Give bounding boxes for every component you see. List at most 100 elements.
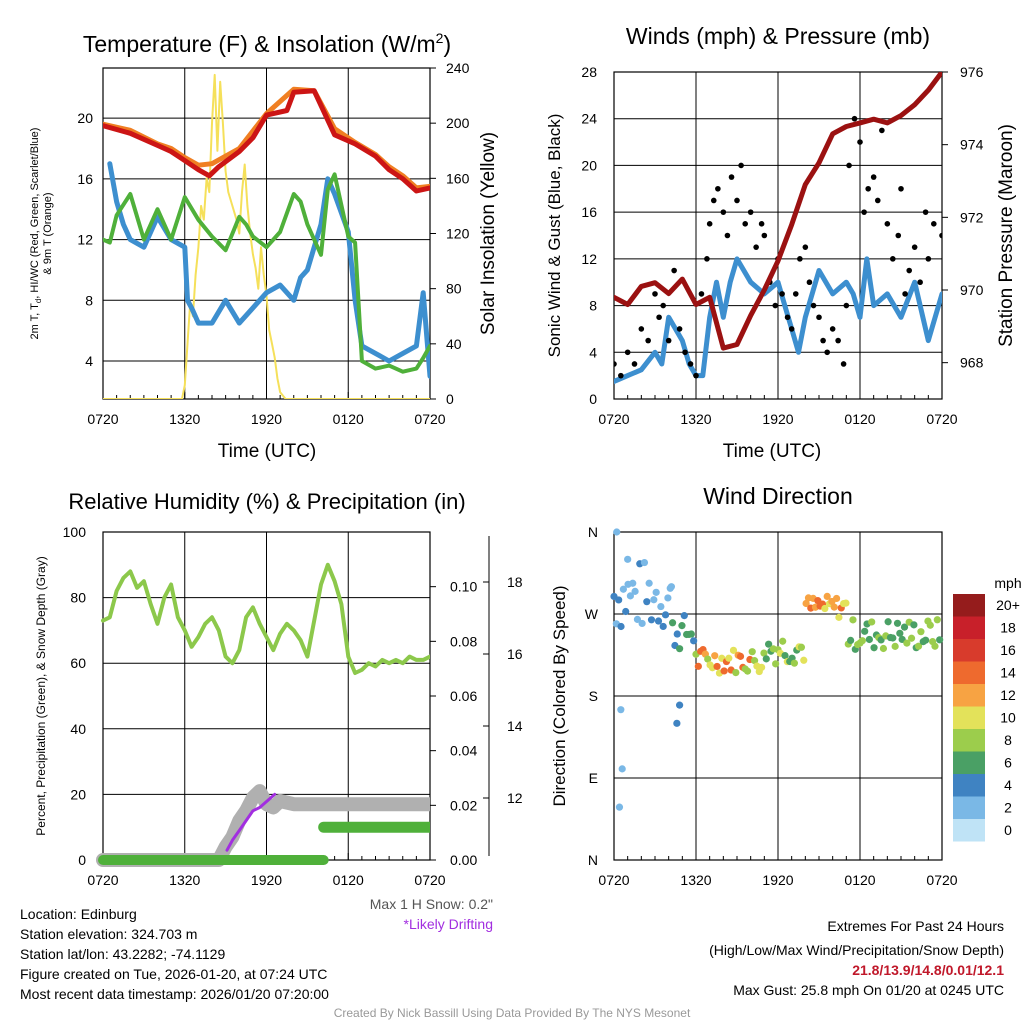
wind-gust-point — [939, 232, 942, 239]
dir-point — [891, 642, 899, 650]
max-gust: Max Gust: 25.8 mph On 01/20 at 0245 UTC — [733, 982, 1004, 998]
dir-legend-swatch — [953, 594, 985, 617]
dir-point — [800, 656, 808, 664]
dir-legend-label: 18 — [1000, 620, 1016, 636]
wind-gust-point — [925, 256, 932, 262]
wind-x-tick-label: 1920 — [762, 411, 793, 427]
dir-point — [933, 616, 941, 624]
dir-point — [668, 619, 677, 627]
wind-gust-point — [738, 162, 744, 169]
temp-x-tick-label: 0720 — [414, 411, 445, 427]
dir-point — [865, 635, 873, 644]
wind-gust-point — [857, 139, 863, 145]
dir-legend-label: 8 — [1004, 732, 1012, 748]
dir-point — [802, 599, 810, 608]
dir-point — [619, 585, 627, 593]
dir-legend-swatch — [953, 729, 985, 752]
dir-point — [713, 662, 721, 671]
temp-y2-tick-label: 240 — [446, 60, 470, 76]
dir-y-label: Direction (Colored By Speed) — [550, 585, 569, 806]
dir-point — [661, 611, 670, 619]
temp-series — [103, 73, 430, 399]
dir-legend-label: 2 — [1004, 800, 1012, 816]
wind-gust-point — [645, 337, 651, 344]
dir-point — [772, 660, 780, 668]
rh-y2-tick-label: 0.04 — [450, 743, 477, 759]
wind-gust-point — [884, 221, 891, 227]
dir-legend-label: 16 — [1000, 642, 1016, 658]
wind-gust-point — [906, 267, 912, 274]
wind-gust-point — [898, 185, 904, 192]
wind-gust-point — [676, 326, 683, 332]
dir-legend-label: 10 — [1000, 710, 1016, 726]
wind-gust-point — [724, 232, 731, 239]
temp-y-label-line1: 2m T, T — [29, 303, 41, 340]
dir-point — [900, 623, 909, 631]
wind-x-tick-label: 0720 — [598, 411, 629, 427]
wind-gust-point — [660, 302, 666, 309]
wind-gust-point — [931, 221, 937, 227]
station-elevation: Station elevation: 324.703 m — [20, 926, 198, 942]
wind-gust-point — [806, 279, 813, 286]
rh-plot: Relative Humidity (%) & Precipitation (i… — [34, 489, 523, 888]
dir-point — [907, 634, 916, 642]
dir-point — [781, 651, 789, 660]
extremes-subtitle: (High/Low/Max Wind/Precipitation/Snow De… — [709, 942, 1004, 958]
dir-point — [821, 604, 829, 613]
temp-hiwc-series-line — [107, 161, 430, 379]
credit-line: Created By Nick Bassill Using Data Provi… — [333, 1006, 691, 1020]
dir-point — [830, 603, 838, 611]
wind-gust-point — [693, 372, 699, 379]
dir-point — [673, 630, 681, 638]
dir-point — [736, 652, 745, 660]
dir-point — [617, 706, 625, 714]
dir-point — [654, 617, 663, 625]
temp-title-sup: 2 — [436, 30, 444, 46]
dir-point — [645, 579, 653, 587]
wind-x-tick-label: 0120 — [844, 411, 875, 427]
wind-gust-point — [742, 221, 748, 227]
dir-point — [858, 637, 866, 645]
wind-gust-point — [638, 326, 645, 332]
temp-dewpoint-series-line — [103, 172, 430, 374]
wind-y-tick-label: 28 — [581, 64, 597, 80]
dir-point — [652, 588, 660, 596]
dir-point — [903, 639, 911, 647]
wind-gust-point — [614, 361, 617, 367]
wind-gust-point — [865, 185, 871, 192]
wind-series — [614, 72, 942, 384]
rh-y2-tick-label: 0.06 — [450, 688, 477, 704]
dir-point — [936, 636, 944, 644]
dir-legend-swatch — [953, 774, 985, 797]
wind-gust-point — [618, 372, 624, 379]
dir-point — [835, 613, 843, 621]
dir-point — [879, 644, 888, 653]
dir-y-tick-label: N — [588, 852, 598, 868]
dir-point — [917, 628, 925, 636]
temp-y2-tick-label: 120 — [446, 226, 470, 242]
wind-gust-point — [704, 256, 710, 262]
dir-point — [640, 558, 649, 567]
dir-point — [750, 657, 759, 665]
dir-point — [748, 648, 756, 656]
dir-point — [618, 765, 626, 773]
temp-y2-tick-label: 80 — [446, 281, 462, 297]
dir-point — [861, 627, 869, 635]
dir-y-tick-label: W — [585, 606, 599, 622]
dir-point — [694, 662, 702, 670]
wind-gust-point — [665, 337, 672, 344]
dir-legend-label: 0 — [1004, 822, 1012, 838]
dir-y-tick-label: N — [588, 524, 598, 540]
dir-point — [633, 615, 642, 623]
dir-point — [884, 618, 892, 626]
wind-y-tick-label: 24 — [581, 111, 597, 127]
wind-y-tick-label: 16 — [581, 204, 597, 220]
wind-gust-point — [917, 279, 923, 286]
dir-point — [643, 598, 651, 606]
wind-gust-point — [761, 232, 768, 239]
temp-x-tick-label: 1320 — [169, 411, 200, 427]
rh-x-tick-label: 1920 — [251, 872, 282, 888]
dir-legend-swatch — [953, 751, 985, 774]
dir-x-tick-label: 0120 — [844, 872, 875, 888]
